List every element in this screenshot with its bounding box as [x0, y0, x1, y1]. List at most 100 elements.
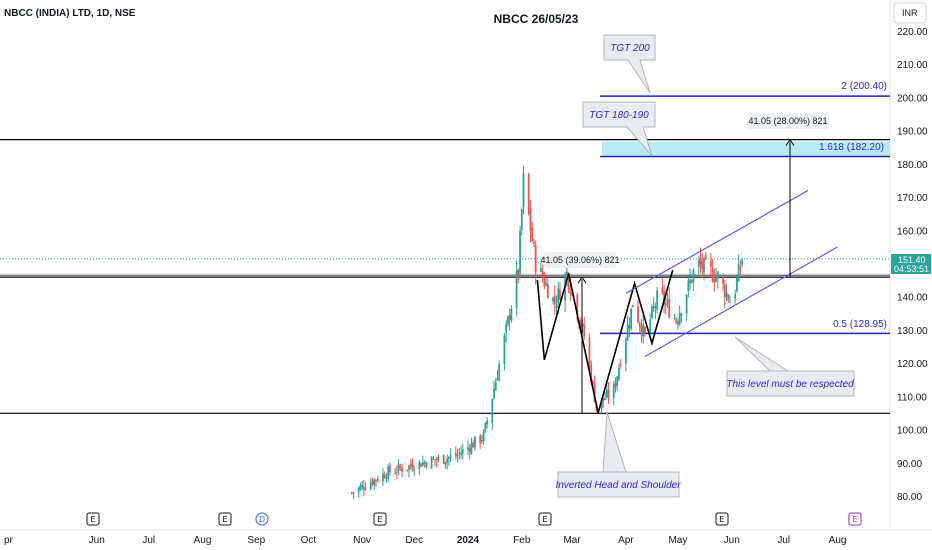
tgt180-callout[interactable]: TGT 180-190	[582, 101, 656, 157]
measure-lower[interactable]: 41.05 (39.06%) 821	[540, 252, 620, 268]
candle-up	[741, 258, 744, 268]
candle-body	[408, 465, 410, 470]
candle-body	[637, 306, 639, 323]
candle-down	[371, 477, 374, 487]
candle-body	[468, 448, 471, 452]
candle-body	[541, 270, 544, 279]
level-182-label: 1.618 (182.20)	[819, 142, 884, 153]
candle-body	[723, 284, 726, 298]
candle-body	[644, 327, 646, 334]
tgt200-callout[interactable]: TGT 200	[603, 34, 656, 94]
candle-up	[652, 297, 655, 312]
candle-body	[703, 258, 705, 273]
candle-body	[529, 210, 532, 231]
candle-up	[430, 456, 433, 469]
candle-body	[710, 261, 712, 267]
candle-body	[576, 294, 579, 319]
candle-up	[515, 261, 518, 317]
candle-up	[387, 463, 390, 483]
measure-lower-label: 41.05 (39.06%) 821	[540, 255, 619, 265]
candle-down	[588, 333, 591, 374]
candle-body	[534, 244, 537, 273]
candle-body	[484, 422, 487, 432]
price-tick-label: 180.00	[897, 160, 928, 171]
candle-up	[413, 465, 416, 477]
candle-up	[448, 456, 450, 466]
candle-body	[389, 465, 391, 473]
candle-body	[449, 455, 452, 458]
candle-up	[692, 267, 695, 291]
candle-body	[507, 316, 509, 325]
price-axis[interactable]: 220.00 210.00 200.00 190.00 180.00 170.00 160.…	[897, 27, 928, 503]
candle-up	[493, 380, 495, 400]
level-129-label: 0.5 (128.95)	[833, 319, 887, 330]
candle-body	[677, 321, 679, 325]
level-note-callout[interactable]: This level must be respected	[726, 336, 855, 397]
candle-up	[510, 305, 513, 323]
last-price-countdown: 04:53:51	[894, 264, 929, 274]
candle-body	[651, 306, 653, 318]
candle-body	[373, 479, 376, 486]
candle-body	[675, 319, 678, 323]
candle-up	[678, 305, 681, 327]
candle-body	[515, 270, 518, 308]
candle-body	[604, 399, 606, 401]
candle-body	[363, 486, 365, 490]
time-tick-label: May	[668, 535, 687, 546]
candle-up	[382, 468, 384, 486]
currency-button[interactable]: INR	[893, 2, 927, 24]
candle-down	[389, 462, 391, 476]
candle-down	[350, 491, 353, 495]
candle-body	[737, 264, 740, 282]
candle-down	[420, 462, 423, 467]
candle-up	[449, 448, 452, 463]
candle-body	[519, 230, 521, 274]
candle-body	[739, 267, 742, 269]
candle-body	[715, 276, 718, 282]
candle-down	[454, 446, 457, 460]
candle-body	[605, 389, 608, 398]
candle-body	[498, 363, 501, 380]
candle-down	[727, 293, 730, 303]
measure-upper[interactable]: 41.05 (28.00%) 821	[747, 113, 829, 129]
time-tick-label: Aug	[829, 535, 847, 546]
candle-up	[624, 336, 627, 372]
candle-body	[359, 485, 362, 490]
candle-down	[711, 259, 714, 283]
candle-body	[552, 297, 554, 302]
time-axis[interactable]: pr Jun Jul Aug Sep Oct Nov Dec 2024 Feb Mar Apr May J…	[4, 512, 862, 546]
candle-body	[649, 320, 652, 332]
earnings-label: E	[377, 515, 382, 524]
candle-up	[373, 478, 376, 491]
candle-body	[689, 279, 691, 284]
earnings-box	[86, 512, 100, 526]
candle-body	[446, 458, 449, 463]
candle-up	[687, 275, 690, 298]
candle-body	[467, 447, 469, 450]
candle-down	[607, 381, 610, 404]
candle-body	[642, 324, 645, 337]
price-tick-label: 190.00	[897, 127, 928, 138]
candle-up	[408, 464, 410, 478]
candle-body	[687, 280, 690, 292]
candle-up	[612, 380, 615, 406]
candle-down	[543, 271, 546, 290]
candle-down	[704, 251, 707, 261]
candle-down	[375, 479, 377, 487]
candle-body	[701, 261, 704, 269]
candle-body	[711, 268, 714, 282]
candle-body	[640, 326, 643, 336]
candle-body	[474, 436, 476, 448]
candle-down	[739, 260, 742, 276]
candle-body	[480, 439, 483, 441]
candle-body	[583, 325, 586, 338]
candle-up	[734, 289, 737, 304]
candle-body	[531, 227, 534, 241]
pattern-note-callout[interactable]: Inverted Head and Shoulder	[555, 411, 681, 498]
candle-body	[680, 313, 683, 316]
candle-body	[557, 288, 560, 304]
candle-down	[583, 316, 586, 340]
candle-down	[569, 284, 572, 301]
candle-down	[559, 282, 561, 301]
